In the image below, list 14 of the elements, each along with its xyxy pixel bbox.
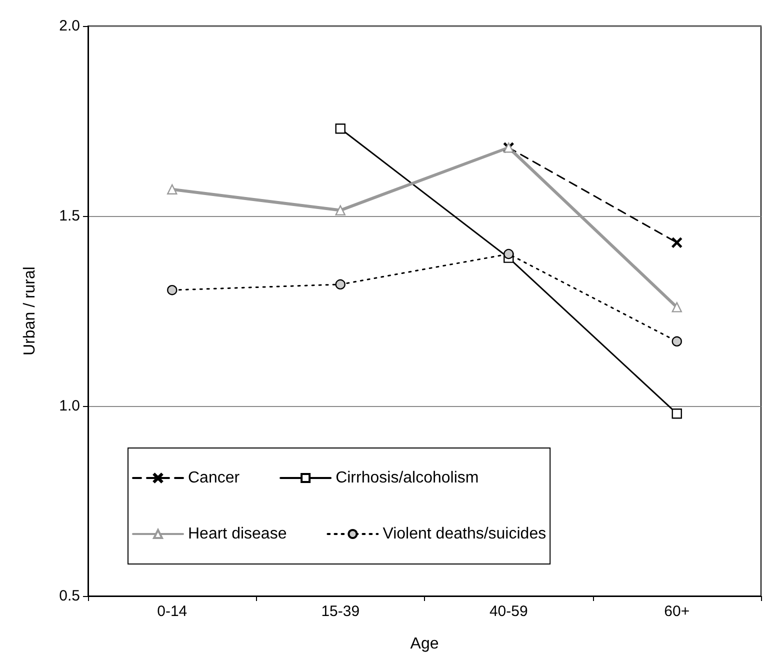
legend-label: Cancer <box>188 470 240 486</box>
y-tick-label: 1.5 <box>59 208 80 224</box>
x-tick-label: 0-14 <box>157 603 188 620</box>
y-tick-label: 2.0 <box>59 18 80 34</box>
legend-label: Cirrhosis/alcoholism <box>336 470 479 486</box>
x-axis-title: Age <box>410 636 439 652</box>
legend-label: Heart disease <box>188 526 287 542</box>
x-tick-label: 60+ <box>664 603 690 620</box>
legend-label: Violent deaths/suicides <box>382 526 546 542</box>
x-tick-label: 40-59 <box>489 603 528 620</box>
y-tick-label: 1.0 <box>59 398 80 414</box>
y-tick-label: 0.5 <box>59 588 80 604</box>
x-tick-label: 15-39 <box>321 603 360 620</box>
y-axis-title: Urban / rural <box>22 266 38 356</box>
